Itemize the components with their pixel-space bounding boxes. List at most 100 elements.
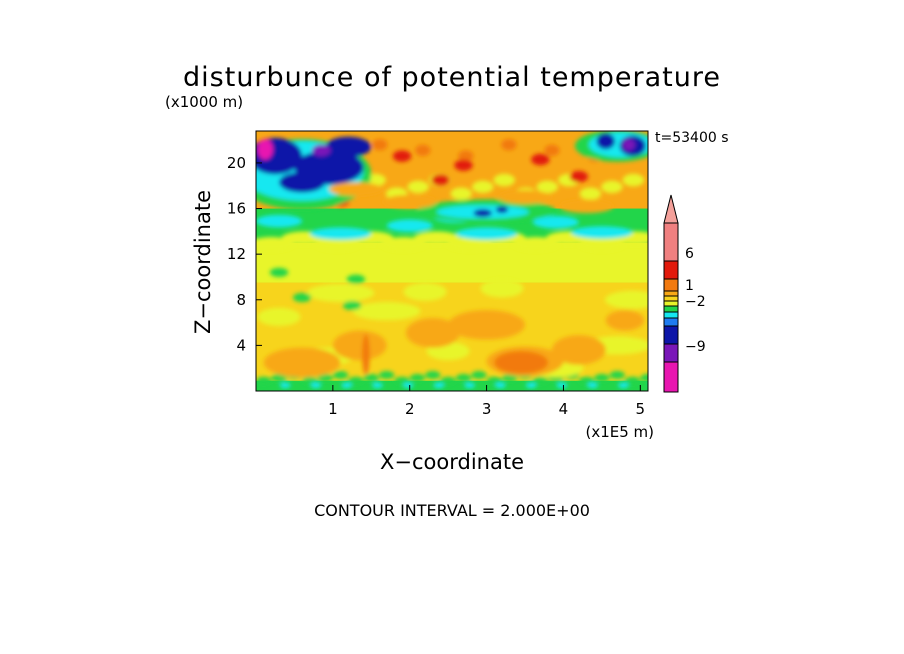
field-blob: [257, 307, 301, 326]
field-blob: [386, 219, 433, 232]
colorbar-label: 1: [685, 278, 694, 294]
contour-interval-text: CONTOUR INTERVAL = 2.000E+00: [314, 501, 590, 520]
field-blob: [440, 376, 456, 385]
x-unit-label: (x1E5 m): [585, 423, 654, 441]
y-axis: 4 8 12 16 20: [227, 154, 262, 354]
field-blob: [501, 138, 517, 151]
field-blob: [480, 279, 524, 298]
time-label: t=53400 s: [655, 130, 729, 146]
field-blob: [362, 333, 370, 376]
field-blob: [525, 382, 537, 389]
y-axis-label: Z−coordinate: [191, 190, 215, 334]
field-blob: [341, 382, 353, 389]
field-blob: [493, 173, 516, 187]
x-tick-label: 4: [559, 400, 569, 418]
field-blob: [594, 373, 610, 382]
field-blob: [571, 226, 633, 239]
field-blob: [473, 209, 492, 218]
field-blob: [403, 282, 447, 301]
field-blob: [587, 382, 599, 389]
field-blob: [407, 180, 429, 194]
field-blob: [609, 371, 625, 380]
field-blob: [640, 373, 648, 382]
field-blob: [601, 180, 623, 194]
field-blob: [342, 300, 362, 311]
x-tick-label: 1: [328, 400, 338, 418]
field-blob: [556, 382, 568, 389]
y-tick-label: 4: [236, 336, 246, 354]
y-tick-label: 8: [236, 291, 246, 309]
field-blob: [271, 373, 287, 382]
field-blob: [501, 373, 518, 382]
field-blob: [312, 144, 331, 157]
field-blob: [618, 382, 629, 389]
field-blob: [310, 382, 322, 389]
field-blob: [604, 290, 648, 309]
field-blob: [256, 376, 272, 385]
colorbar-label: 6: [685, 246, 694, 262]
chart-title: disturbunce of potential temperature: [183, 62, 721, 93]
field-blob: [455, 227, 518, 240]
y-tick-label: 16: [227, 200, 246, 218]
field-blob: [498, 190, 552, 204]
field-blob: [392, 150, 412, 162]
field-blob: [532, 215, 579, 229]
field-blob: [425, 371, 441, 380]
colorbar-segment: [663, 343, 679, 363]
field-blob: [569, 170, 589, 183]
field-blob: [495, 206, 509, 214]
field-blob: [325, 136, 372, 158]
colorbar-overflow-arrow: [663, 194, 679, 224]
colorbar-segment: [663, 300, 679, 307]
field-blob: [382, 194, 437, 209]
field-blob: [494, 351, 549, 374]
field-blob: [329, 182, 383, 196]
field-blob: [257, 138, 273, 160]
field-blob: [409, 373, 426, 382]
field-blob: [458, 150, 474, 162]
field-blob: [279, 382, 291, 389]
colorbar-segment: [663, 317, 679, 327]
field-blob: [317, 373, 333, 382]
contour-field: [256, 131, 660, 391]
colorbar-segment: [663, 311, 679, 319]
units-label: (x1000 m): [165, 93, 243, 111]
field-blob: [372, 382, 383, 389]
field-band-mid: [256, 242, 648, 283]
field-blob: [450, 187, 472, 200]
colorbar: 6 1−2 −9: [663, 194, 706, 393]
field-blob: [431, 174, 450, 186]
y-tick-label: 20: [227, 154, 246, 172]
field-blob: [624, 376, 641, 385]
field-blob: [306, 283, 375, 303]
field-blob: [532, 376, 549, 385]
colorbar-segment: [663, 290, 679, 297]
colorbar-label: −9: [685, 339, 706, 355]
colorbar-segment: [663, 325, 679, 345]
field-blob: [579, 187, 602, 200]
field-blob: [596, 133, 615, 150]
field-blob: [559, 199, 614, 214]
field-blob: [256, 214, 303, 228]
field-blob: [455, 373, 472, 382]
colorbar-segment: [663, 361, 679, 393]
field-blob: [649, 382, 660, 388]
field-blob: [605, 310, 645, 331]
colorbar-segment: [663, 295, 679, 302]
field-blob: [263, 347, 341, 378]
colorbar-segment: [663, 222, 679, 262]
field-blob: [531, 153, 550, 166]
field-blob: [464, 382, 476, 389]
x-tick-label: 2: [405, 400, 415, 418]
colorbar-segment: [663, 305, 679, 313]
plot-frame: [255, 130, 649, 392]
field-blob: [405, 318, 460, 348]
colorbar-label: −2: [685, 294, 706, 310]
field-blob: [372, 138, 388, 151]
field-blob: [536, 180, 559, 194]
field-blob: [309, 227, 372, 240]
field-blob: [292, 292, 312, 303]
field-blob: [269, 267, 289, 277]
x-axis: 1 2 3 4 5: [328, 385, 645, 418]
